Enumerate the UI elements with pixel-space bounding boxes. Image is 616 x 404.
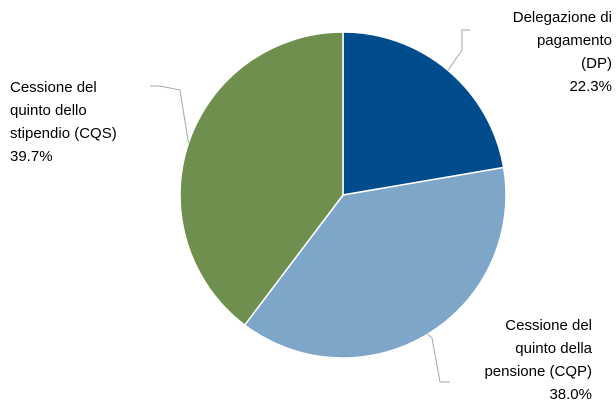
slice-label-line: quinto dello bbox=[10, 102, 87, 119]
pie-slice bbox=[342, 31, 505, 196]
pie-slice bbox=[243, 166, 507, 359]
slice-label-line: Cessione del bbox=[505, 317, 592, 334]
slice-label: Delegazione di pagamento (DP) bbox=[513, 9, 612, 72]
value-label: 22.3% bbox=[569, 78, 612, 95]
leader-line bbox=[150, 85, 189, 144]
slice-label-line: quinto della bbox=[515, 340, 592, 357]
slice-label-line: Cessione del bbox=[10, 79, 97, 96]
leader-line bbox=[427, 333, 450, 383]
slice-label-line: Delegazione di bbox=[513, 9, 612, 26]
slice-label: Cessione del quinto dello stipendio (CQS) bbox=[10, 79, 117, 142]
value-label: 39.7% bbox=[10, 148, 53, 165]
pie-slice bbox=[179, 31, 344, 327]
slice-label-line: pagamento bbox=[537, 32, 612, 49]
slice-label: Cessione del quinto della pensione (CQP) bbox=[484, 317, 592, 380]
slice-label-line: stipendio (CQS) bbox=[10, 125, 117, 142]
slice-label-line: pensione (CQP) bbox=[484, 363, 592, 380]
value-label: 38.0% bbox=[549, 386, 592, 403]
slice-label-line: (DP) bbox=[581, 55, 612, 72]
leader-line bbox=[447, 29, 470, 71]
